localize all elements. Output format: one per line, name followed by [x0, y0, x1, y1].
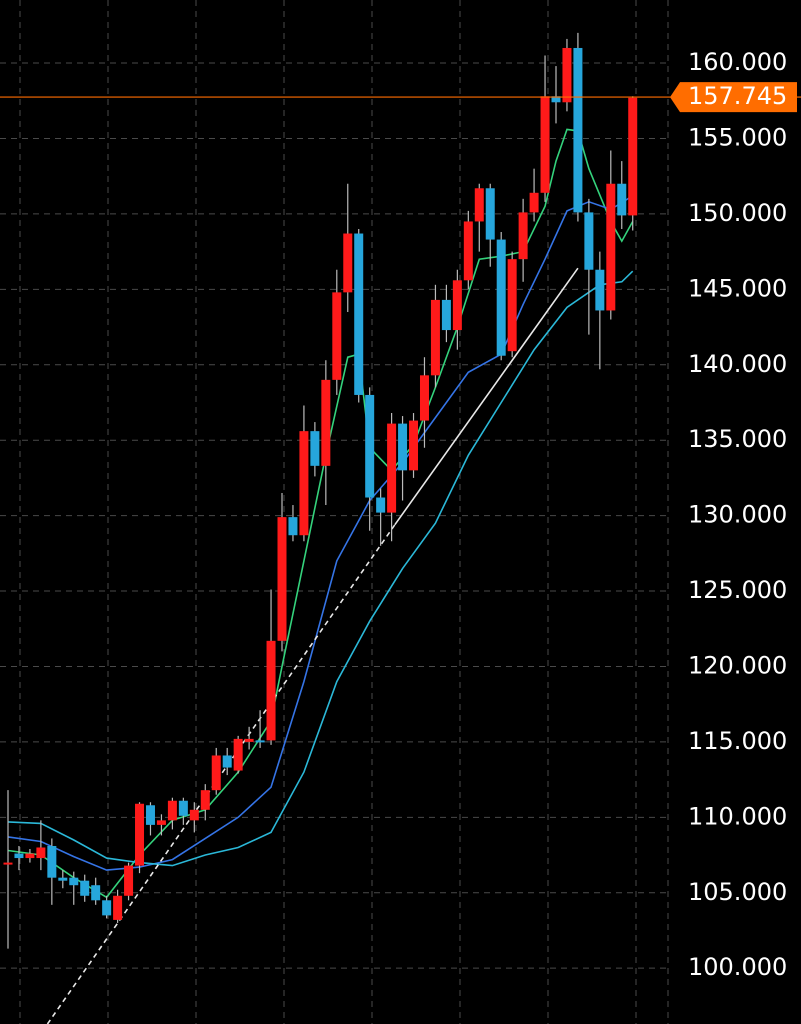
candle-body — [277, 517, 287, 641]
y-tick-label: 115.000 — [688, 727, 787, 755]
candle-body — [628, 97, 638, 216]
candle-body — [398, 423, 408, 471]
candle-body — [387, 423, 397, 513]
current-price-tag — [670, 82, 797, 113]
candle-body — [485, 188, 495, 240]
candle-body — [47, 845, 57, 878]
trend-line — [394, 267, 579, 526]
candle-body — [211, 755, 221, 791]
candle-body — [606, 183, 616, 311]
trend-line — [46, 524, 396, 1024]
candle-body — [365, 394, 375, 498]
candle-body — [14, 853, 24, 859]
candle-body — [332, 292, 342, 380]
y-tick-label: 105.000 — [688, 878, 787, 906]
y-tick-label: 135.000 — [688, 425, 787, 453]
candle-body — [167, 800, 177, 821]
candle-body — [178, 800, 188, 816]
candle-body — [222, 755, 232, 768]
y-tick-label: 150.000 — [688, 199, 787, 227]
candle-body — [124, 865, 134, 896]
candle-body — [80, 880, 90, 896]
y-tick-label: 130.000 — [688, 501, 787, 529]
candles — [3, 32, 638, 949]
candle-body — [540, 96, 550, 193]
candle-body — [310, 431, 320, 466]
candle-body — [36, 847, 46, 859]
candle-body — [244, 738, 254, 742]
candle-body — [584, 212, 594, 270]
candle-body — [430, 299, 440, 376]
candle-body — [3, 862, 13, 865]
candle-body — [376, 497, 386, 513]
candle-body — [474, 188, 484, 222]
moving-average-line — [7, 128, 634, 899]
candle-body — [463, 221, 473, 281]
candle-body — [496, 239, 506, 356]
candle-body — [25, 853, 35, 859]
candle-body — [573, 47, 583, 213]
candle-body — [135, 803, 145, 866]
candle-body — [595, 269, 605, 311]
candle-body — [617, 183, 627, 216]
candle-body — [58, 877, 68, 881]
y-tick-label: 110.000 — [688, 802, 787, 830]
candle-body — [409, 420, 419, 471]
y-tick-label: 140.000 — [688, 350, 787, 378]
candle-body — [255, 740, 265, 743]
candle-body — [102, 900, 112, 916]
candle-body — [343, 233, 353, 293]
candle-body — [299, 431, 309, 536]
candle-body — [551, 96, 561, 103]
candle-body — [518, 212, 528, 260]
candle-body — [419, 375, 429, 421]
candle-body — [529, 192, 539, 213]
moving-average-line — [7, 270, 634, 867]
candle-body — [288, 517, 298, 536]
candle-body — [321, 379, 331, 466]
candle-body — [69, 877, 79, 886]
candle-body — [507, 259, 517, 352]
candle-body — [354, 233, 364, 395]
candle-body — [441, 299, 451, 331]
candle-body — [91, 885, 101, 901]
candle-body — [156, 820, 166, 825]
candle-body — [562, 47, 572, 103]
y-tick-label: 100.000 — [688, 953, 787, 981]
candle-body — [266, 640, 276, 741]
candle-body — [145, 805, 155, 825]
y-tick-label: 145.000 — [688, 274, 787, 302]
candle-body — [452, 280, 462, 331]
y-tick-label: 155.000 — [688, 123, 787, 151]
current-price-label: 157.745 — [688, 82, 787, 110]
y-tick-label: 120.000 — [688, 651, 787, 679]
moving-average-line — [7, 195, 634, 871]
candle-body — [200, 790, 210, 810]
candle-body — [233, 738, 243, 771]
y-tick-label: 125.000 — [688, 576, 787, 604]
candle-body — [113, 895, 123, 920]
y-tick-label: 160.000 — [688, 48, 787, 76]
candle-body — [189, 809, 199, 821]
